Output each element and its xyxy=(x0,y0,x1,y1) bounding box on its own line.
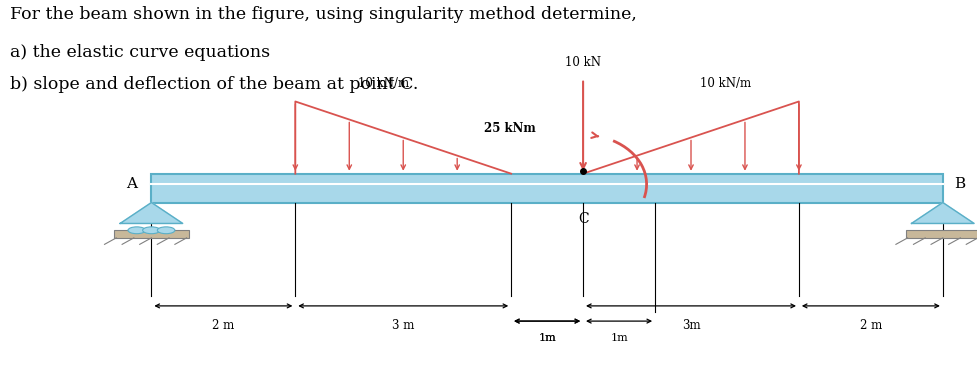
Polygon shape xyxy=(120,203,183,223)
Text: 2 m: 2 m xyxy=(860,319,882,332)
Text: For the beam shown in the figure, using singularity method determine,: For the beam shown in the figure, using … xyxy=(10,6,637,23)
Text: 10 kN/m: 10 kN/m xyxy=(700,77,750,90)
Circle shape xyxy=(128,227,146,234)
Bar xyxy=(906,230,977,238)
Text: a) the elastic curve equations: a) the elastic curve equations xyxy=(10,44,270,61)
Text: 1m: 1m xyxy=(538,333,556,343)
Text: 10 kN: 10 kN xyxy=(565,56,601,69)
Circle shape xyxy=(143,227,160,234)
Bar xyxy=(151,174,943,203)
Text: 10 kN/m: 10 kN/m xyxy=(359,77,409,90)
Text: b) slope and deflection of the beam at point C.: b) slope and deflection of the beam at p… xyxy=(10,76,418,93)
Text: 25 kNm: 25 kNm xyxy=(484,122,535,135)
Text: 1m: 1m xyxy=(611,333,628,343)
Text: C: C xyxy=(577,212,588,226)
Circle shape xyxy=(157,227,175,234)
Polygon shape xyxy=(912,203,974,223)
Text: 2 m: 2 m xyxy=(212,319,234,332)
Text: 3 m: 3 m xyxy=(392,319,414,332)
Text: A: A xyxy=(126,177,137,191)
Text: 3m: 3m xyxy=(682,319,701,332)
Text: 1m: 1m xyxy=(538,333,556,343)
Bar xyxy=(114,230,189,238)
Text: B: B xyxy=(955,177,965,191)
